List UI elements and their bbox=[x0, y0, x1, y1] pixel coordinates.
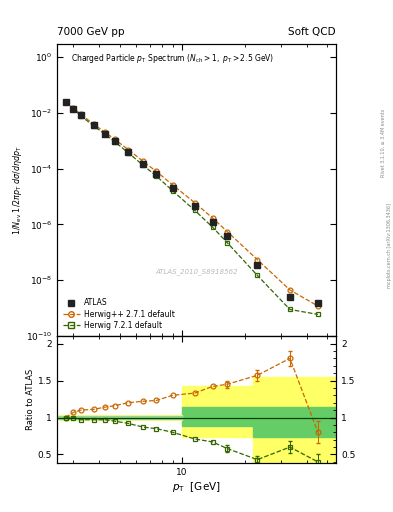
Bar bbox=[182, 407, 253, 426]
Y-axis label: $1/N_\mathrm{ev}\; 1/2\pi p_\mathrm{T}\; d\sigma/d\eta dp_\mathrm{T}$: $1/N_\mathrm{ev}\; 1/2\pi p_\mathrm{T}\;… bbox=[11, 145, 24, 235]
Text: ATLAS_2010_S8918562: ATLAS_2010_S8918562 bbox=[155, 268, 238, 275]
Legend: ATLAS, Herwig++ 2.7.1 default, Herwig 7.2.1 default: ATLAS, Herwig++ 2.7.1 default, Herwig 7.… bbox=[61, 296, 177, 332]
Y-axis label: Ratio to ATLAS: Ratio to ATLAS bbox=[26, 369, 35, 431]
Bar bbox=[182, 387, 253, 437]
Bar bbox=[57, 416, 182, 419]
Text: Charged Particle $p_\mathrm{T}$ Spectrum ($N_\mathrm{ch} > 1,\; p_\mathrm{T} > 2: Charged Particle $p_\mathrm{T}$ Spectrum… bbox=[71, 52, 274, 66]
Text: 7000 GeV pp: 7000 GeV pp bbox=[57, 27, 125, 37]
Text: Rivet 3.1.10, ≥ 3.4M events: Rivet 3.1.10, ≥ 3.4M events bbox=[381, 109, 386, 178]
Bar bbox=[57, 415, 182, 420]
X-axis label: $p_\mathrm{T}$  [GeV]: $p_\mathrm{T}$ [GeV] bbox=[172, 480, 221, 494]
Bar bbox=[253, 407, 336, 437]
Text: Soft QCD: Soft QCD bbox=[288, 27, 336, 37]
Bar bbox=[253, 377, 336, 462]
Text: mcplots.cern.ch [arXiv:1306.3436]: mcplots.cern.ch [arXiv:1306.3436] bbox=[387, 203, 391, 288]
